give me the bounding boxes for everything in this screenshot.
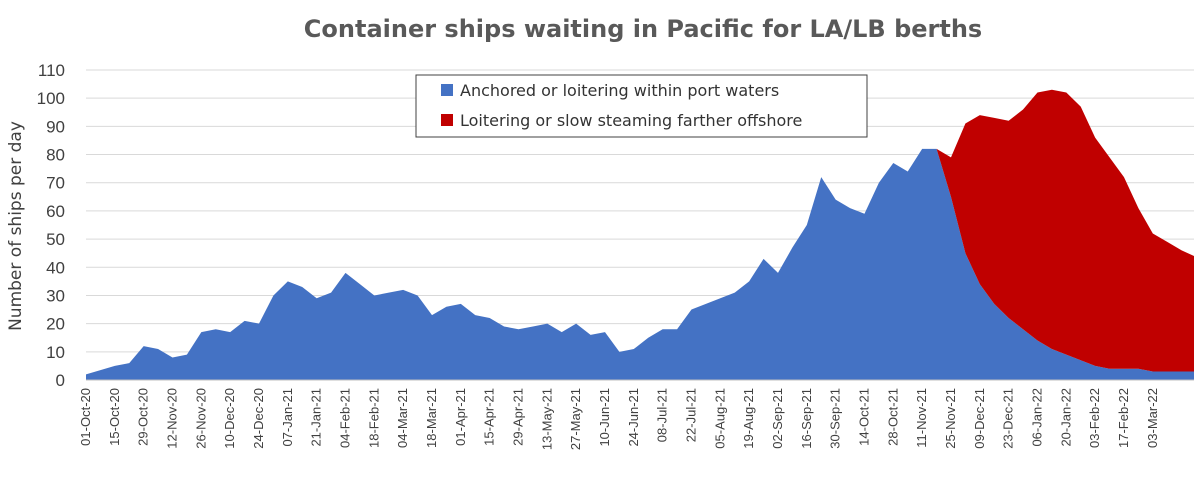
x-tick-label: 18-Mar-21 — [424, 388, 439, 448]
x-tick-label: 08-Jul-21 — [655, 388, 670, 442]
x-tick-label: 06-Jan-22 — [1029, 388, 1044, 447]
x-tick-label: 14-Oct-21 — [856, 388, 871, 446]
area-series-layer — [86, 89, 1194, 380]
y-tick-label: 10 — [46, 343, 65, 362]
x-tick-label: 11-Nov-21 — [914, 388, 929, 448]
x-tick-label: 21-Jan-21 — [309, 388, 324, 447]
x-tick-label: 04-Mar-21 — [395, 388, 410, 448]
x-tick-label: 10-Dec-20 — [222, 388, 237, 449]
x-tick-label: 28-Oct-21 — [885, 388, 900, 446]
x-tick-label: 19-Aug-21 — [741, 388, 756, 449]
x-tick-label: 29-Oct-20 — [136, 388, 151, 446]
y-tick-label: 40 — [46, 258, 65, 277]
y-axis-ticks: 0 10 20 30 40 50 60 70 80 90 100 110 — [37, 61, 65, 390]
x-tick-label: 16-Sep-21 — [799, 388, 814, 449]
x-tick-label: 09-Dec-21 — [972, 388, 987, 449]
y-tick-label: 110 — [38, 61, 65, 80]
y-tick-label: 50 — [46, 230, 65, 249]
x-tick-label: 22-Jul-21 — [683, 388, 698, 442]
x-tick-label: 15-Oct-20 — [107, 388, 122, 446]
x-tick-label: 30-Sep-21 — [828, 388, 843, 449]
x-tick-label: 17-Feb-22 — [1116, 388, 1131, 448]
x-tick-label: 27-May-21 — [568, 388, 583, 450]
y-tick-label: 80 — [46, 146, 65, 165]
y-tick-label: 0 — [56, 371, 65, 390]
x-tick-label: 01-Apr-21 — [453, 388, 468, 446]
x-tick-label: 15-Apr-21 — [482, 388, 497, 446]
x-tick-label: 24-Dec-20 — [251, 388, 266, 449]
x-tick-label: 26-Nov-20 — [193, 388, 208, 449]
x-tick-label: 29-Apr-21 — [510, 388, 525, 446]
chart-title: Container ships waiting in Pacific for L… — [304, 15, 982, 43]
area-series-anchored — [86, 148, 1194, 380]
y-tick-label: 70 — [46, 174, 65, 193]
x-tick-label: 18-Feb-21 — [366, 388, 381, 448]
legend-label-offshore: Loitering or slow steaming farther offsh… — [460, 111, 802, 130]
x-tick-label: 23-Dec-21 — [1001, 388, 1016, 449]
y-tick-label: 100 — [37, 89, 65, 108]
x-tick-label: 03-Mar-22 — [1145, 388, 1160, 448]
x-tick-label: 12-Nov-20 — [164, 388, 179, 449]
x-tick-label: 01-Oct-20 — [78, 388, 93, 446]
y-tick-label: 30 — [46, 286, 65, 305]
x-tick-label: 25-Nov-21 — [943, 388, 958, 449]
legend-box — [415, 74, 868, 138]
y-axis-label: Number of ships per day — [6, 121, 26, 331]
x-tick-label: 02-Sep-21 — [770, 388, 785, 449]
x-tick-label: 04-Feb-21 — [337, 388, 352, 448]
y-tick-label: 60 — [46, 202, 65, 221]
area-series-offshore — [86, 89, 1194, 375]
legend-swatch-offshore — [441, 114, 453, 126]
y-tick-label: 20 — [46, 315, 65, 334]
x-axis-ticks: 01-Oct-20 15-Oct-20 29-Oct-20 12-Nov-20 26-N… — [78, 388, 1160, 450]
y-tick-label: 90 — [46, 117, 65, 136]
x-tick-label: 03-Feb-22 — [1087, 388, 1102, 448]
x-tick-label: 07-Jan-21 — [280, 388, 295, 447]
legend-swatch-anchored — [441, 84, 453, 96]
x-tick-label: 20-Jan-22 — [1058, 388, 1073, 447]
x-tick-label: 05-Aug-21 — [712, 388, 727, 449]
x-tick-label: 10-Jun-21 — [597, 388, 612, 447]
legend-label-anchored: Anchored or loitering within port waters — [460, 81, 779, 100]
x-tick-label: 13-May-21 — [539, 388, 554, 450]
x-tick-label: 24-Jun-21 — [626, 388, 641, 447]
legend: Anchored or loitering within port waters… — [415, 74, 868, 138]
